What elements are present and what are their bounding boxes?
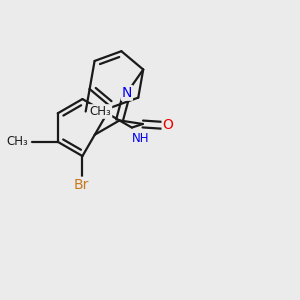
Text: O: O — [163, 118, 173, 132]
Text: Br: Br — [74, 178, 89, 192]
Text: CH₃: CH₃ — [6, 135, 28, 148]
Text: NH: NH — [132, 132, 150, 145]
Text: CH₃: CH₃ — [90, 105, 111, 118]
Text: N: N — [122, 86, 132, 100]
